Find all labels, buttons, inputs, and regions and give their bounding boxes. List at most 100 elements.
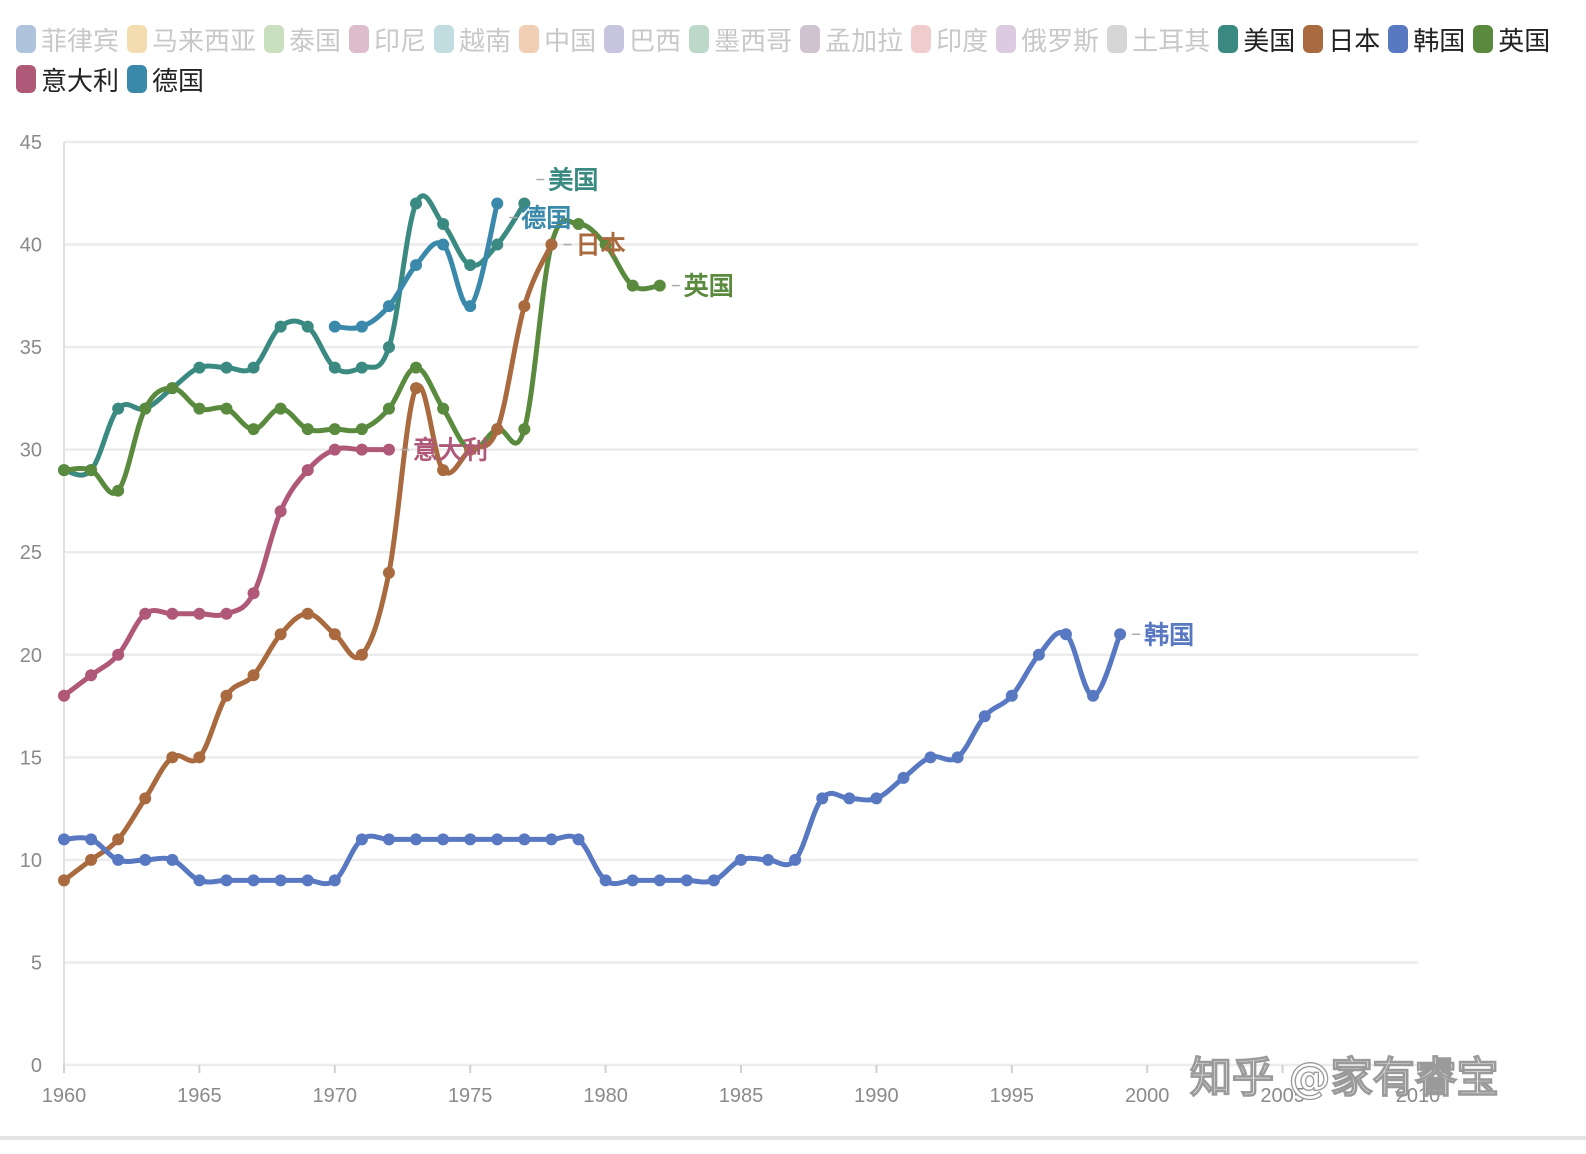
data-point[interactable] [410,197,423,210]
data-point[interactable] [247,669,260,682]
data-point[interactable] [166,382,179,395]
data-point[interactable] [274,874,287,887]
data-point[interactable] [762,853,775,866]
data-point[interactable] [382,443,395,456]
legend-item[interactable]: 菲律宾 [16,24,119,57]
data-point[interactable] [491,238,504,251]
data-point[interactable] [437,833,450,846]
data-point[interactable] [464,259,477,272]
data-point[interactable] [978,710,991,723]
data-point[interactable] [193,751,206,764]
legend-item[interactable]: 泰国 [264,24,341,57]
data-point[interactable] [247,587,260,600]
data-point[interactable] [139,402,152,415]
data-point[interactable] [193,402,206,415]
legend-item[interactable]: 中国 [519,24,596,57]
data-point[interactable] [491,423,504,436]
data-point[interactable] [653,874,666,887]
data-point[interactable] [382,402,395,415]
data-point[interactable] [301,320,314,333]
data-point[interactable] [301,423,314,436]
data-point[interactable] [410,259,423,272]
data-point[interactable] [220,361,233,374]
legend-item[interactable]: 韩国 [1388,24,1465,57]
data-point[interactable] [112,648,125,661]
data-point[interactable] [599,238,612,251]
data-point[interactable] [518,300,531,313]
data-point[interactable] [897,771,910,784]
data-point[interactable] [58,874,70,887]
data-point[interactable] [247,361,260,374]
data-point[interactable] [328,443,341,456]
data-point[interactable] [1005,689,1018,702]
data-point[interactable] [355,833,368,846]
data-point[interactable] [572,218,585,231]
data-point[interactable] [328,361,341,374]
data-point[interactable] [85,464,98,477]
data-point[interactable] [85,833,98,846]
data-point[interactable] [626,874,639,887]
data-point[interactable] [58,833,70,846]
data-point[interactable] [166,607,179,620]
data-point[interactable] [220,689,233,702]
data-point[interactable] [707,874,720,887]
data-point[interactable] [1114,628,1127,641]
data-point[interactable] [410,833,423,846]
data-point[interactable] [112,484,125,497]
legend-item[interactable]: 越南 [434,24,511,57]
data-point[interactable] [491,197,504,210]
data-point[interactable] [382,566,395,579]
data-point[interactable] [58,464,70,477]
data-point[interactable] [437,464,450,477]
data-point[interactable] [166,853,179,866]
legend-item[interactable]: 墨西哥 [689,24,792,57]
data-point[interactable] [139,607,152,620]
data-point[interactable] [437,402,450,415]
data-point[interactable] [437,218,450,231]
data-point[interactable] [328,874,341,887]
data-point[interactable] [85,669,98,682]
data-point[interactable] [139,853,152,866]
data-point[interactable] [626,279,639,292]
data-point[interactable] [382,300,395,313]
data-point[interactable] [1059,628,1072,641]
data-point[interactable] [274,505,287,518]
data-point[interactable] [301,464,314,477]
data-point[interactable] [1087,689,1100,702]
data-point[interactable] [545,238,558,251]
legend-item[interactable]: 德国 [127,64,204,97]
data-point[interactable] [220,402,233,415]
data-point[interactable] [355,423,368,436]
data-point[interactable] [410,361,423,374]
legend-item[interactable]: 孟加拉 [800,24,903,57]
data-point[interactable] [193,874,206,887]
data-point[interactable] [518,833,531,846]
data-point[interactable] [355,648,368,661]
legend-item[interactable]: 英国 [1473,24,1550,57]
data-point[interactable] [572,833,585,846]
legend-item[interactable]: 日本 [1303,24,1380,57]
data-point[interactable] [545,833,558,846]
data-point[interactable] [870,792,883,805]
legend-item[interactable]: 美国 [1218,24,1295,57]
data-point[interactable] [112,402,125,415]
data-point[interactable] [843,792,856,805]
data-point[interactable] [247,423,260,436]
data-point[interactable] [410,382,423,395]
data-point[interactable] [518,197,531,210]
data-point[interactable] [382,833,395,846]
data-point[interactable] [274,402,287,415]
data-point[interactable] [1032,648,1045,661]
data-point[interactable] [951,751,964,764]
legend-item[interactable]: 俄罗斯 [996,24,1099,57]
data-point[interactable] [274,628,287,641]
data-point[interactable] [382,341,395,354]
data-point[interactable] [437,238,450,251]
data-point[interactable] [328,320,341,333]
data-point[interactable] [193,361,206,374]
data-point[interactable] [112,833,125,846]
data-point[interactable] [112,853,125,866]
data-point[interactable] [328,628,341,641]
legend-item[interactable]: 土耳其 [1107,24,1210,57]
legend-item[interactable]: 巴西 [604,24,681,57]
